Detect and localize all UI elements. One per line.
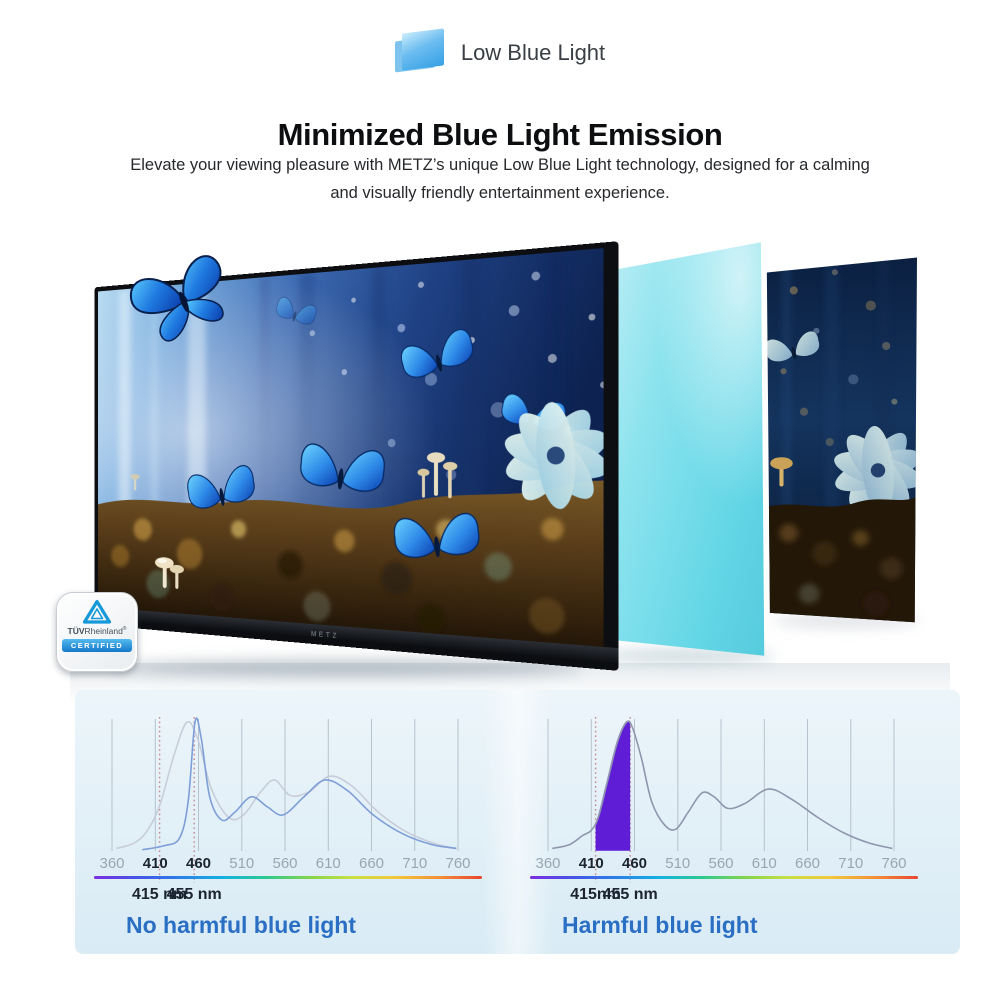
chart-no-harmful-blue-light: 360 410 460 510 560 610 660 710 760 415 nm 455 nm N… [88, 708, 488, 948]
unfiltered-scene-graphic [766, 257, 917, 623]
x-tick-label: 410 [578, 855, 604, 872]
panel-divider [483, 690, 553, 954]
low-blue-light-screen-icon [394, 28, 447, 76]
x-tick-label: 760 [445, 855, 471, 872]
x-tick-label: 560 [708, 855, 734, 872]
blue-light-filter-layer [609, 242, 765, 656]
x-tick-label: 410 [142, 855, 168, 872]
chart-harmful-blue-light: 360 410 460 510 560 610 660 710 760 415nm 455 nm Ha… [524, 708, 924, 948]
x-tick-label: 610 [751, 855, 777, 872]
tv-brand-logo: METZ [311, 630, 340, 640]
mossy-log-graphic [98, 471, 604, 647]
tv: METZ [94, 241, 619, 671]
flower-graphic [834, 426, 917, 515]
tuv-brand-text: TÜVRheinland® [67, 626, 127, 636]
spectrum-charts-panel: 360 410 460 510 560 610 660 710 760 415 nm 455 nm N… [75, 690, 960, 954]
tuv-certification-badge: TÜVRheinland® CERTIFIED [56, 592, 138, 672]
feature-badge-label: Low Blue Light [460, 40, 606, 65]
description-line-1: Elevate your viewing pleasure with METZ’… [130, 156, 870, 174]
wavelength-annotation: 455 nm [166, 886, 222, 903]
wavelength-annotation: 415 nm [131, 886, 188, 903]
registered-mark: ® [122, 626, 127, 633]
panel-shadow [772, 616, 920, 626]
chart-plot [530, 717, 918, 883]
x-tick-label: 610 [315, 855, 341, 872]
description-line-2: and visually friendly entertainment expe… [330, 184, 670, 202]
screen-layer-front [401, 28, 444, 71]
x-tick-label: 360 [99, 855, 125, 872]
chart-title: No harmful blue light [126, 912, 356, 938]
page-description: Elevate your viewing pleasure with METZ’… [0, 151, 1000, 207]
mushroom-graphic [770, 457, 793, 487]
x-tick-label: 760 [881, 855, 907, 872]
chart-title: Harmful blue light [562, 912, 758, 938]
page-title: Minimized Blue Light Emission [277, 116, 723, 152]
x-tick-label: 460 [185, 855, 212, 872]
butterfly-graphic [130, 255, 224, 342]
certified-label: CERTIFIED [62, 639, 132, 652]
wavelength-annotation: 455 nm [602, 886, 658, 903]
tv-shadow [115, 660, 585, 676]
butterfly-graphic [766, 331, 820, 362]
x-tick-label: 660 [358, 855, 385, 872]
x-tick-label: 660 [794, 855, 821, 872]
x-tick-label: 560 [272, 855, 298, 872]
x-tick-label: 360 [535, 855, 561, 872]
x-tick-label: 460 [621, 855, 648, 872]
unfiltered-image-panel [766, 257, 917, 623]
tv-screen [98, 248, 604, 647]
panel-shadow [600, 650, 775, 662]
x-tick-label: 710 [838, 855, 864, 872]
x-tick-label: 510 [665, 855, 691, 872]
feature-badge: Low Blue Light [0, 28, 1000, 76]
x-tick-label: 710 [402, 855, 428, 872]
wavelength-annotation: 415nm [570, 886, 621, 903]
x-tick-label: 510 [229, 855, 255, 872]
tv-scene-graphic [98, 248, 604, 647]
tuv-triangle-icon [82, 599, 112, 624]
chart-plot [94, 717, 482, 883]
